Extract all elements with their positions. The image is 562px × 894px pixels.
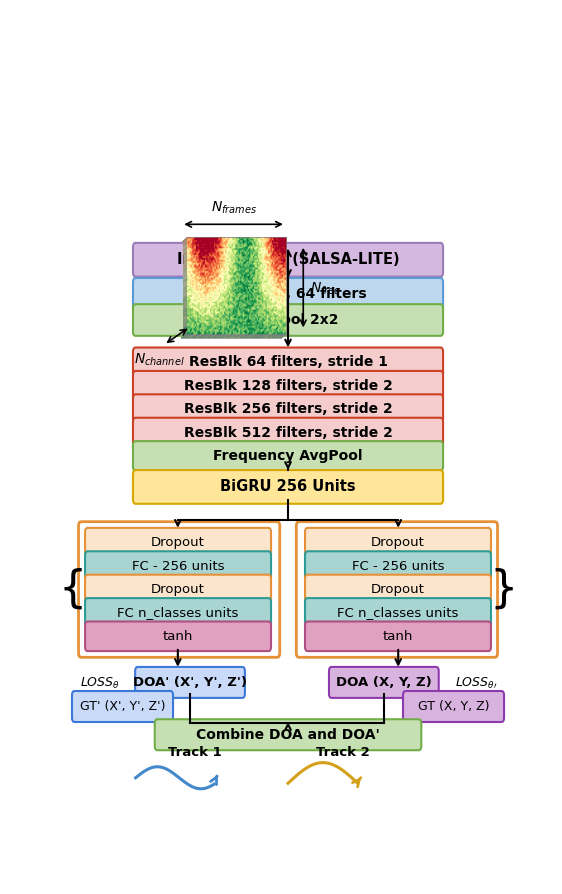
Text: Input feature (SALSA-LITE): Input feature (SALSA-LITE) [176, 252, 400, 267]
FancyBboxPatch shape [85, 575, 271, 604]
Text: BiGRU 256 Units: BiGRU 256 Units [220, 479, 356, 494]
FancyBboxPatch shape [133, 304, 443, 336]
FancyBboxPatch shape [305, 527, 491, 558]
Text: {: { [58, 568, 87, 611]
FancyBboxPatch shape [85, 598, 271, 628]
Text: Track 1: Track 1 [167, 746, 221, 759]
FancyBboxPatch shape [133, 278, 443, 309]
FancyBboxPatch shape [305, 575, 491, 604]
Text: Dropout: Dropout [371, 536, 425, 549]
Text: FC - 256 units: FC - 256 units [352, 560, 444, 572]
FancyBboxPatch shape [85, 552, 271, 581]
FancyBboxPatch shape [133, 348, 443, 377]
FancyBboxPatch shape [305, 598, 491, 628]
Text: DOA' (X', Y', Z'): DOA' (X', Y', Z') [133, 676, 247, 689]
FancyBboxPatch shape [72, 691, 173, 722]
FancyBboxPatch shape [305, 552, 491, 581]
FancyBboxPatch shape [305, 621, 491, 651]
Text: Dropout: Dropout [151, 583, 205, 596]
FancyBboxPatch shape [85, 621, 271, 651]
Text: tanh: tanh [163, 629, 193, 643]
Text: $N_{frames}$: $N_{frames}$ [211, 199, 257, 216]
Text: Dropout: Dropout [371, 583, 425, 596]
Text: ResBlk 256 filters, stride 2: ResBlk 256 filters, stride 2 [184, 402, 392, 416]
Text: ResBlk 128 filters, stride 2: ResBlk 128 filters, stride 2 [184, 379, 392, 392]
FancyBboxPatch shape [133, 243, 443, 276]
Text: Combine DOA and DOA': Combine DOA and DOA' [196, 728, 380, 742]
Text: FC - 256 units: FC - 256 units [132, 560, 224, 572]
Text: GT (X, Y, Z): GT (X, Y, Z) [418, 700, 490, 713]
FancyBboxPatch shape [403, 691, 504, 722]
Text: FC n_classes units: FC n_classes units [337, 606, 459, 620]
FancyBboxPatch shape [155, 720, 422, 750]
Text: GT' (X', Y', Z'): GT' (X', Y', Z') [80, 700, 165, 713]
FancyBboxPatch shape [133, 470, 443, 504]
Text: $N_{freq}$: $N_{freq}$ [310, 281, 341, 299]
Text: }: } [490, 568, 518, 611]
Text: $N_{channel}$: $N_{channel}$ [134, 351, 185, 368]
FancyBboxPatch shape [329, 667, 439, 698]
FancyBboxPatch shape [133, 371, 443, 401]
FancyBboxPatch shape [135, 667, 245, 698]
Text: ResBlk 512 filters, stride 2: ResBlk 512 filters, stride 2 [184, 426, 392, 440]
Text: ResBlk 64 filters, stride 1: ResBlk 64 filters, stride 1 [188, 355, 388, 369]
FancyBboxPatch shape [133, 417, 443, 447]
Text: FC n_classes units: FC n_classes units [117, 606, 239, 620]
Text: Conv 3x3 , 64 filters: Conv 3x3 , 64 filters [209, 287, 367, 300]
Text: Track 2: Track 2 [316, 746, 369, 759]
Text: $LOSS_{\theta}$: $LOSS_{\theta}$ [80, 676, 120, 691]
Text: tanh: tanh [383, 629, 413, 643]
Text: DOA (X, Y, Z): DOA (X, Y, Z) [336, 676, 432, 689]
Text: Dropout: Dropout [151, 536, 205, 549]
Text: $LOSS_{\theta\prime}$: $LOSS_{\theta\prime}$ [455, 676, 497, 691]
FancyBboxPatch shape [85, 527, 271, 558]
Text: Avg Pool 2x2: Avg Pool 2x2 [237, 313, 339, 327]
Text: Frequency AvgPool: Frequency AvgPool [213, 449, 363, 463]
FancyBboxPatch shape [133, 441, 443, 471]
FancyBboxPatch shape [133, 394, 443, 424]
